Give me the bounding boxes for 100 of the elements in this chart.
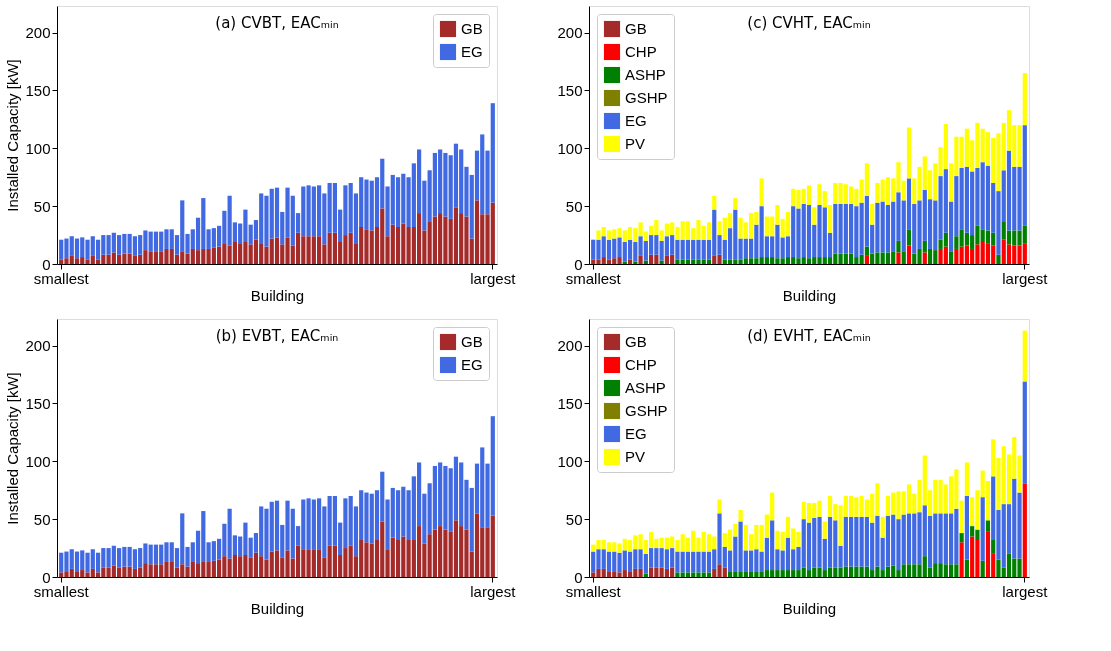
y-tick-label: 100 — [25, 139, 51, 157]
bar — [627, 259, 633, 264]
y-tick-label: 200 — [557, 24, 583, 42]
bar — [896, 252, 901, 264]
bar — [274, 550, 280, 577]
bar — [996, 254, 1001, 264]
bar — [949, 251, 954, 264]
bar — [295, 232, 301, 264]
bar — [885, 515, 891, 567]
bar — [964, 496, 969, 560]
bar — [985, 531, 991, 577]
text: (b) EVBT, EACₘᵢₙ — [215, 327, 339, 345]
y-tick-label: 50 — [33, 197, 51, 215]
bar — [1022, 381, 1027, 484]
bar — [685, 551, 691, 573]
bar — [885, 252, 891, 264]
x-axis-title: Building — [250, 599, 305, 617]
bar — [153, 544, 159, 565]
bar — [606, 542, 612, 552]
bar — [964, 462, 969, 497]
bar — [627, 571, 633, 577]
bar — [453, 207, 459, 264]
bar — [759, 178, 764, 207]
bar — [733, 198, 738, 210]
bar — [985, 230, 991, 244]
x-axis-title: Building — [250, 286, 305, 304]
bar — [606, 551, 612, 572]
y-tick-label: 150 — [25, 394, 51, 412]
bar — [638, 255, 643, 264]
y-tick-label: 200 — [557, 337, 583, 355]
bar — [474, 200, 480, 264]
text: (d) EVHT, EACₘᵢₙ — [747, 327, 871, 345]
bar — [827, 516, 833, 568]
bar — [906, 127, 912, 179]
y-tick-label: 100 — [25, 452, 51, 470]
bar — [706, 572, 712, 577]
bar — [295, 545, 301, 577]
x-tick-label: largest — [1002, 582, 1049, 600]
bar — [95, 259, 101, 264]
bar — [906, 564, 912, 577]
bar — [922, 252, 927, 264]
legend-label: CHP — [625, 356, 657, 373]
bar — [985, 165, 991, 231]
bar — [806, 570, 812, 577]
bar — [880, 516, 885, 538]
bar — [717, 499, 722, 514]
bar — [785, 570, 791, 577]
bar — [885, 205, 891, 253]
bar — [827, 567, 833, 577]
bar — [980, 560, 985, 577]
x-tick-label: largest — [470, 269, 517, 287]
y-axis-title: Installed Capacity [kW] — [4, 372, 22, 525]
bar — [627, 551, 633, 572]
bar — [1022, 73, 1027, 126]
bar — [395, 490, 401, 540]
bar — [274, 237, 280, 264]
bar — [153, 251, 159, 264]
y-tick-label: 200 — [25, 24, 51, 42]
bar — [195, 563, 201, 577]
bar — [712, 195, 717, 210]
bar — [885, 566, 891, 577]
bar — [1006, 150, 1012, 231]
y-tick-label: 50 — [565, 197, 583, 215]
bar — [906, 229, 912, 246]
y-tick-label: 100 — [557, 452, 583, 470]
y-tick-label: 150 — [557, 394, 583, 412]
bar — [806, 205, 812, 259]
bar — [906, 484, 912, 514]
text: (c) CVHT, EACₘᵢₙ — [747, 14, 871, 32]
y-tick-label: 150 — [557, 81, 583, 99]
bar — [785, 537, 791, 571]
bar — [395, 177, 401, 227]
bar — [395, 539, 401, 577]
legend-label: ASHP — [625, 66, 666, 83]
x-axis-title: Building — [782, 286, 837, 304]
bar — [980, 497, 985, 561]
legend-label: EG — [461, 356, 483, 373]
bar — [959, 542, 964, 577]
bar — [906, 245, 912, 264]
bar — [1006, 553, 1012, 577]
bar — [738, 509, 743, 522]
bar — [95, 552, 101, 573]
bar — [954, 236, 959, 249]
bar — [627, 239, 633, 260]
bar — [195, 250, 201, 264]
bar — [706, 222, 712, 240]
bar — [253, 239, 259, 264]
legend-label: GB — [625, 20, 647, 37]
legend-label: GB — [461, 333, 483, 350]
bar — [685, 259, 691, 264]
y-axis-title: Installed Capacity [kW] — [4, 59, 22, 212]
legend-label: PV — [625, 135, 646, 152]
bar — [806, 185, 812, 205]
bar — [395, 226, 401, 264]
y-tick-label: 50 — [565, 510, 583, 528]
bar — [606, 259, 612, 264]
x-tick-label: largest — [470, 582, 517, 600]
bar — [685, 572, 691, 577]
y-tick-label: 100 — [557, 139, 583, 157]
legend-label: CHP — [625, 43, 657, 60]
